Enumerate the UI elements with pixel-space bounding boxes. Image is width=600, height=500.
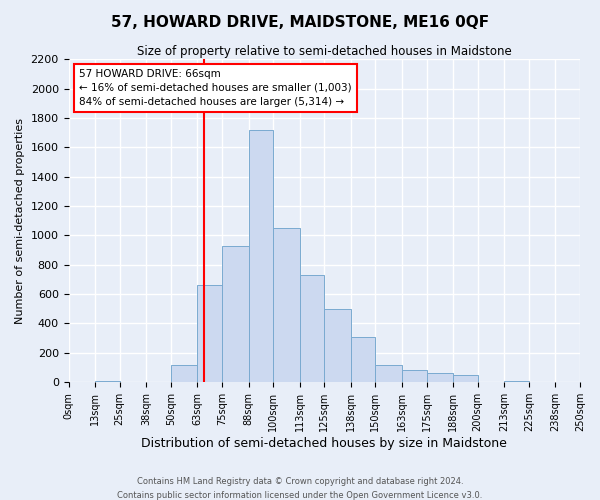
Text: 57 HOWARD DRIVE: 66sqm
← 16% of semi-detached houses are smaller (1,003)
84% of : 57 HOWARD DRIVE: 66sqm ← 16% of semi-det… xyxy=(79,69,352,107)
Bar xyxy=(453,375,478,382)
Text: Contains HM Land Registry data © Crown copyright and database right 2024.
Contai: Contains HM Land Registry data © Crown c… xyxy=(118,478,482,500)
Bar xyxy=(427,374,453,382)
Bar xyxy=(95,381,119,382)
Text: 57, HOWARD DRIVE, MAIDSTONE, ME16 0QF: 57, HOWARD DRIVE, MAIDSTONE, ME16 0QF xyxy=(111,15,489,30)
Bar xyxy=(324,309,351,382)
Bar xyxy=(273,228,300,382)
Bar xyxy=(505,381,529,382)
X-axis label: Distribution of semi-detached houses by size in Maidstone: Distribution of semi-detached houses by … xyxy=(142,437,507,450)
Bar xyxy=(351,336,376,382)
Bar xyxy=(222,246,248,382)
Bar xyxy=(300,275,324,382)
Bar xyxy=(171,364,197,382)
Bar xyxy=(248,130,273,382)
Bar xyxy=(402,370,427,382)
Bar xyxy=(376,364,402,382)
Y-axis label: Number of semi-detached properties: Number of semi-detached properties xyxy=(15,118,25,324)
Title: Size of property relative to semi-detached houses in Maidstone: Size of property relative to semi-detach… xyxy=(137,45,512,58)
Bar xyxy=(197,286,222,382)
